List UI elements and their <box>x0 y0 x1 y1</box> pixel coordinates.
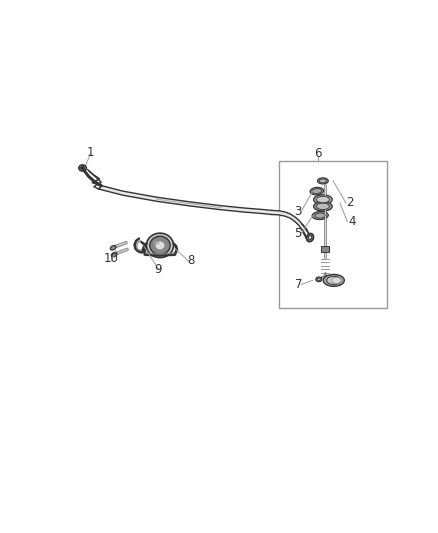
Ellipse shape <box>111 252 117 257</box>
Ellipse shape <box>155 241 165 250</box>
Ellipse shape <box>154 241 159 245</box>
Ellipse shape <box>314 201 332 211</box>
Ellipse shape <box>317 196 329 203</box>
Ellipse shape <box>317 278 321 281</box>
Text: 1: 1 <box>87 146 94 158</box>
Ellipse shape <box>315 213 325 218</box>
Ellipse shape <box>332 277 341 284</box>
Text: 7: 7 <box>295 278 302 291</box>
Text: 9: 9 <box>155 263 162 276</box>
Ellipse shape <box>318 178 328 184</box>
Ellipse shape <box>110 245 116 250</box>
Ellipse shape <box>312 189 321 193</box>
Ellipse shape <box>323 274 344 286</box>
Bar <box>321 246 328 252</box>
Ellipse shape <box>316 277 322 282</box>
Ellipse shape <box>327 276 341 285</box>
Text: 5: 5 <box>294 227 301 240</box>
Text: 2: 2 <box>346 197 354 209</box>
Ellipse shape <box>320 179 326 183</box>
Ellipse shape <box>312 212 328 220</box>
Ellipse shape <box>146 233 173 257</box>
Text: 6: 6 <box>314 147 321 160</box>
Ellipse shape <box>307 233 314 242</box>
Text: 8: 8 <box>187 254 194 267</box>
Ellipse shape <box>81 166 85 169</box>
Ellipse shape <box>150 236 170 255</box>
Ellipse shape <box>308 236 312 240</box>
Polygon shape <box>99 185 272 214</box>
Polygon shape <box>272 211 303 229</box>
Bar <box>279 160 387 308</box>
Text: 4: 4 <box>348 215 356 228</box>
Ellipse shape <box>317 203 329 209</box>
Text: 10: 10 <box>103 253 118 265</box>
Ellipse shape <box>310 187 324 195</box>
Text: 3: 3 <box>294 205 301 218</box>
Ellipse shape <box>314 195 332 204</box>
